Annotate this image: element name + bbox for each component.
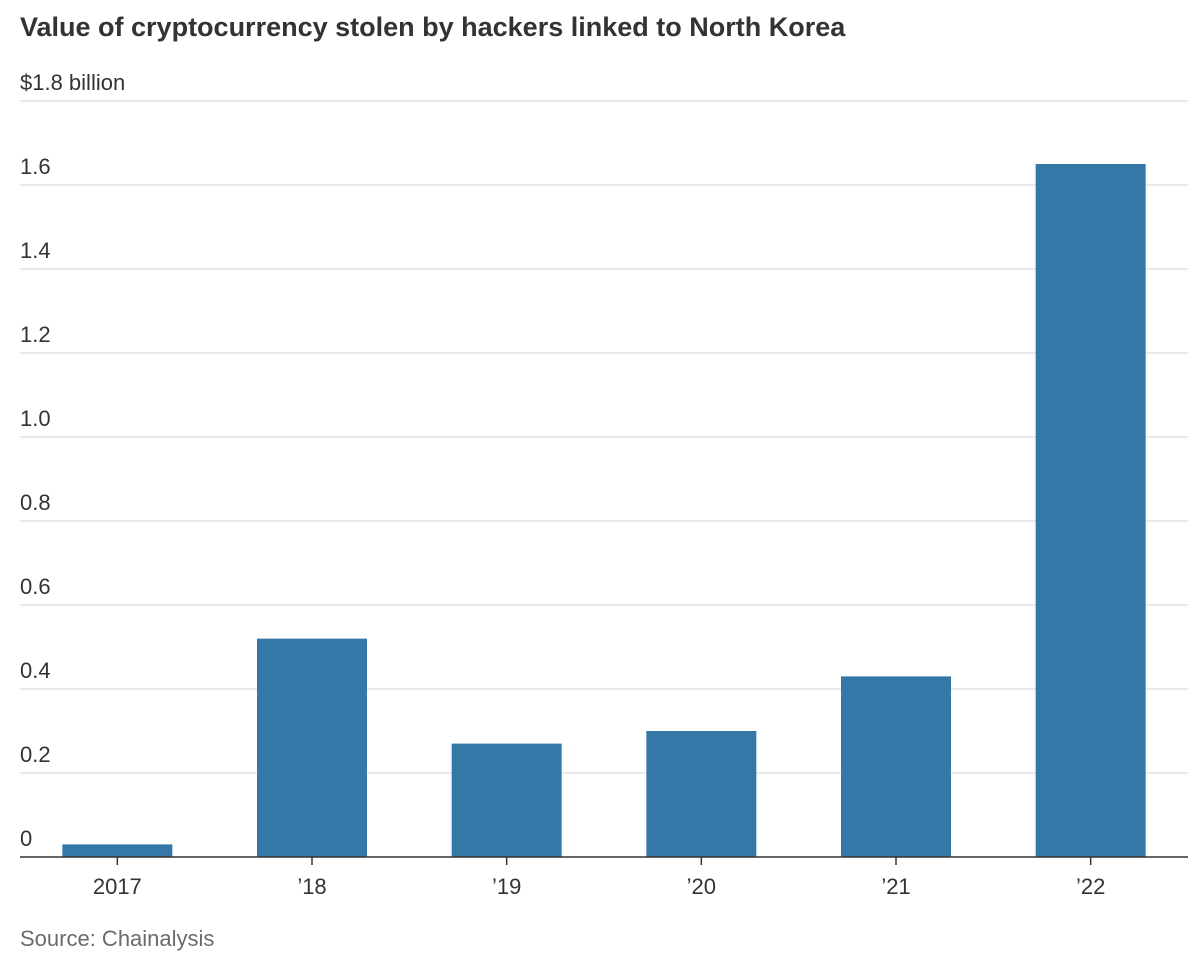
y-tick-labels: 0 0.2 0.4 0.6 0.8 1.0 1.2 1.4 1.6 $1.8 billion xyxy=(20,70,125,851)
y-tick-label: 1.4 xyxy=(20,238,51,263)
y-tick-label: 0.2 xyxy=(20,742,51,767)
y-tick-label: 0.4 xyxy=(20,658,51,683)
x-tick-label: ’19 xyxy=(492,874,521,899)
bar xyxy=(1035,164,1146,857)
source-note: Source: Chainalysis xyxy=(20,926,215,951)
y-tick-label: 1.6 xyxy=(20,154,51,179)
y-tick-label: 0 xyxy=(20,826,32,851)
x-tick-label: ’18 xyxy=(297,874,326,899)
bar xyxy=(646,731,757,857)
y-tick-label: 1.2 xyxy=(20,322,51,347)
bar xyxy=(451,743,562,857)
y-tick-label: 1.0 xyxy=(20,406,51,431)
x-tick-labels: 2017 ’18 ’19 ’20 ’21 ’22 xyxy=(93,874,1105,899)
y-tick-label: 0.6 xyxy=(20,574,51,599)
x-axis xyxy=(20,856,1188,865)
x-tick-label: ’20 xyxy=(687,874,716,899)
chart-title: Value of cryptocurrency stolen by hacker… xyxy=(20,12,846,42)
x-tick-label: 2017 xyxy=(93,874,142,899)
y-tick-label: $1.8 billion xyxy=(20,70,125,95)
bars xyxy=(62,164,1146,857)
y-tick-label: 0.8 xyxy=(20,490,51,515)
x-tick-label: ’22 xyxy=(1076,874,1105,899)
bar xyxy=(257,638,367,857)
bar xyxy=(841,676,951,857)
x-tick-label: ’21 xyxy=(881,874,910,899)
bar xyxy=(62,844,173,857)
gridlines xyxy=(20,100,1188,774)
